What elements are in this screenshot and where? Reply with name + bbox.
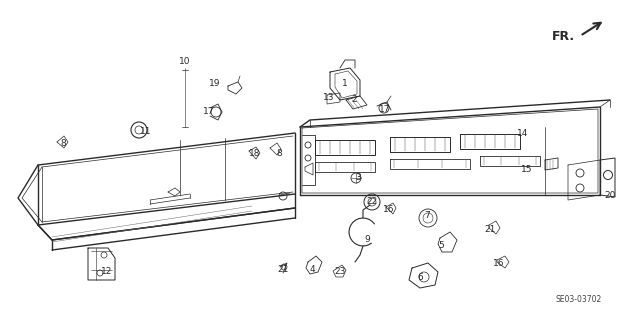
- Text: SE03-03702: SE03-03702: [556, 295, 602, 304]
- Text: 14: 14: [517, 129, 529, 137]
- Text: 3: 3: [355, 174, 361, 182]
- Text: 17: 17: [204, 108, 215, 116]
- Text: 12: 12: [101, 268, 113, 277]
- Text: 21: 21: [277, 265, 289, 275]
- Text: 15: 15: [521, 166, 532, 174]
- Text: 16: 16: [493, 258, 505, 268]
- Text: 13: 13: [323, 93, 335, 101]
- Text: FR.: FR.: [552, 30, 575, 43]
- Text: 6: 6: [417, 272, 423, 281]
- Text: 8: 8: [276, 149, 282, 158]
- Text: 17: 17: [380, 106, 391, 115]
- Text: 20: 20: [604, 191, 616, 201]
- Text: 16: 16: [383, 204, 395, 213]
- Text: 21: 21: [484, 225, 496, 234]
- Text: 18: 18: [249, 150, 260, 159]
- Text: 5: 5: [438, 241, 444, 249]
- Text: 4: 4: [309, 265, 315, 275]
- Text: 7: 7: [424, 211, 430, 219]
- Text: 11: 11: [140, 127, 152, 136]
- Text: 8: 8: [60, 138, 66, 147]
- Text: 1: 1: [342, 78, 348, 87]
- Text: 10: 10: [179, 57, 191, 66]
- Text: 22: 22: [366, 197, 378, 206]
- Text: 9: 9: [364, 234, 370, 243]
- Text: 2: 2: [351, 95, 357, 105]
- Text: 19: 19: [209, 79, 221, 88]
- Text: 23: 23: [334, 268, 346, 277]
